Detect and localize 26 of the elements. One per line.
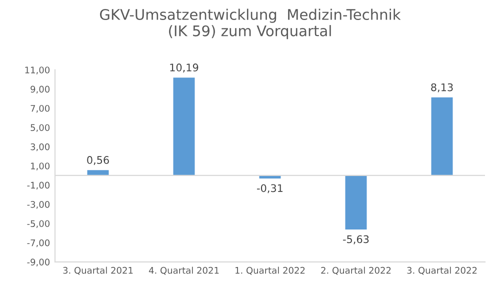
y-tick-label: 11,00	[25, 66, 50, 74]
y-tick-label: 7,00	[30, 104, 50, 113]
data-label: 8,13	[431, 83, 453, 92]
bar	[345, 175, 367, 230]
data-label: -5,63	[343, 235, 369, 244]
bar	[431, 97, 453, 176]
y-tick-label: 5,00	[30, 124, 50, 132]
bar	[87, 170, 109, 176]
y-tick-label: -9,00	[27, 258, 50, 266]
y-tick-label: -3,00	[27, 201, 50, 209]
bar	[173, 78, 195, 176]
y-tick-label: 9,00	[30, 86, 50, 94]
x-tick-label: 1. Quartal 2022	[236, 266, 305, 275]
x-tick-label: 4. Quartal 2021	[148, 266, 219, 275]
data-label: -0,31	[257, 184, 283, 194]
x-tick-label: 2. Quartal 2022	[321, 266, 391, 275]
x-tick-label: 3. Quartal 2021	[63, 266, 133, 275]
y-tick-label: 3,00	[30, 143, 50, 152]
y-tick-label: -7,00	[27, 239, 50, 248]
data-label: 0,56	[87, 156, 109, 165]
y-tick-label: 1,00	[31, 162, 50, 170]
chart-title: GKV-Umsatzentwicklung Medizin-Technik (IK 59) zum Vorquartal	[100, 8, 401, 40]
x-tick-label: 3. Quartal 2022	[407, 266, 477, 275]
y-tick-label: -1,00	[27, 182, 50, 190]
data-label: 10,19	[170, 64, 198, 72]
y-tick-label: -5,00	[27, 220, 50, 228]
